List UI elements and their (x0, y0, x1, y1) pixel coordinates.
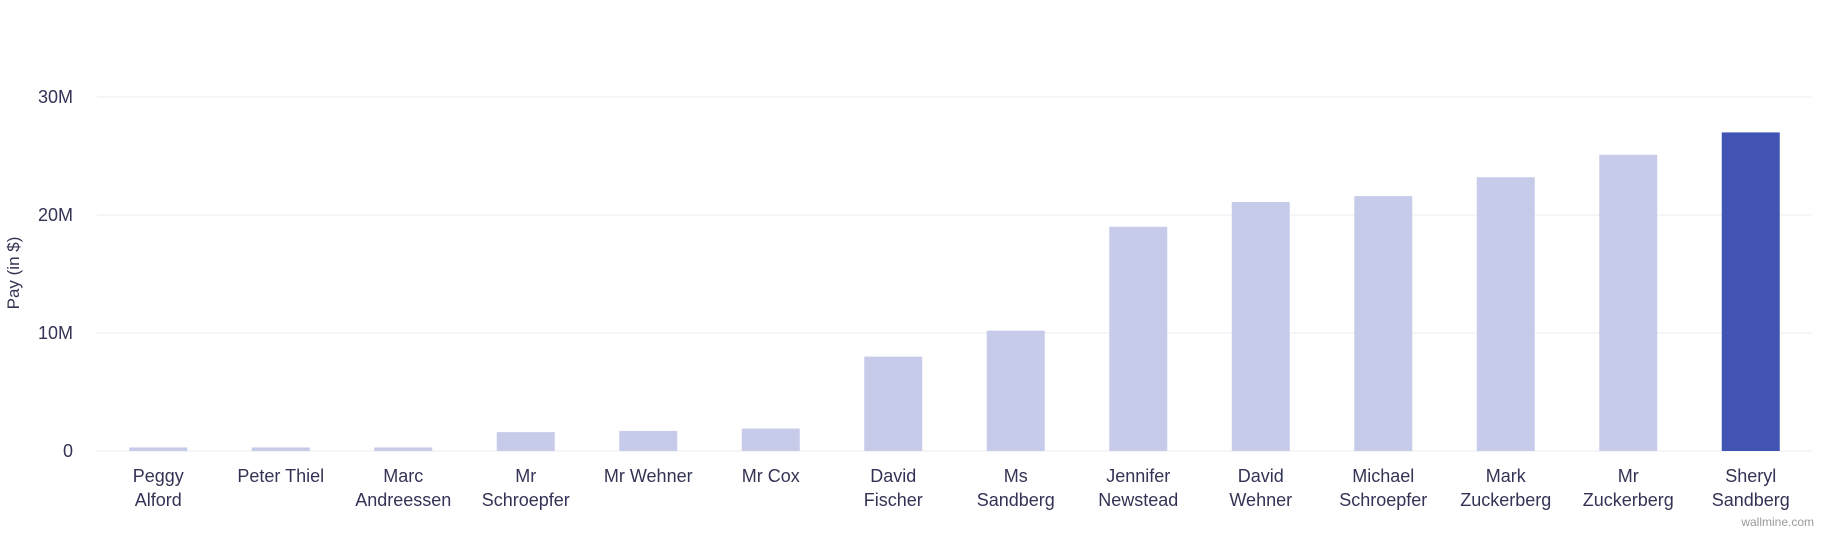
x-category-label: Jennifer Newstead (1098, 466, 1178, 510)
x-category-label-line: Jennifer (1106, 466, 1170, 486)
x-category-label: Peggy Alford (133, 466, 184, 510)
x-category-label: Mr Zuckerberg (1583, 466, 1674, 510)
x-category-label-line: Sandberg (1712, 490, 1790, 510)
x-category-label-line: Peggy (133, 466, 184, 486)
bar[interactable] (129, 447, 188, 451)
x-category-label-line: David (1238, 466, 1284, 486)
gridlines (97, 96, 1812, 452)
bar[interactable] (1354, 196, 1413, 451)
x-category-label: Mr Wehner (604, 466, 693, 486)
bar[interactable] (1109, 226, 1168, 451)
x-category-label-line: Michael (1352, 466, 1414, 486)
x-category-label-line: Mr Wehner (604, 466, 693, 486)
x-category-label-line: Mr (515, 466, 536, 486)
x-category-label-line: Zuckerberg (1460, 490, 1551, 510)
bar[interactable] (619, 430, 678, 451)
x-category-label-line: Ms (1004, 466, 1028, 486)
x-category-label: Peter Thiel (237, 466, 324, 486)
x-category-label-line: Alford (135, 490, 182, 510)
x-category-label: Ms Sandberg (977, 466, 1055, 510)
x-category-label-line: Zuckerberg (1583, 490, 1674, 510)
x-category-label-line: Sandberg (977, 490, 1055, 510)
x-category-label-line: Wehner (1229, 490, 1292, 510)
x-category-label: David Fischer (864, 466, 923, 510)
x-category-label: Michael Schroepfer (1339, 466, 1427, 510)
x-category-label: Mark Zuckerberg (1460, 466, 1551, 510)
x-category-label-line: Mr Cox (742, 466, 800, 486)
x-category-label: David Wehner (1229, 466, 1292, 510)
bar[interactable] (1599, 154, 1658, 451)
x-category-label-line: Schroepfer (482, 490, 570, 510)
bar[interactable] (496, 432, 555, 451)
x-category-label: Mr Schroepfer (482, 466, 570, 510)
bar[interactable] (1721, 132, 1780, 451)
x-category-label: Mr Cox (742, 466, 800, 486)
x-category-label-line: Newstead (1098, 490, 1178, 510)
x-category-label-line: Mark (1486, 466, 1527, 486)
bars (129, 132, 1780, 452)
y-tick-label: 30M (38, 87, 73, 107)
y-axis-ticks: 0 10M 20M 30M (38, 87, 73, 461)
credit-label: wallmine.com (1740, 515, 1814, 529)
x-category-label-line: Sheryl (1725, 466, 1776, 486)
bar[interactable] (864, 356, 923, 451)
x-category-label-line: Mr (1618, 466, 1639, 486)
x-category-label-line: Peter Thiel (237, 466, 324, 486)
bar[interactable] (986, 330, 1045, 451)
x-category-label: Sheryl Sandberg (1712, 466, 1790, 510)
bar[interactable] (1476, 177, 1535, 452)
bar[interactable] (741, 428, 800, 451)
x-axis-labels: Peggy Alford Peter Thiel Marc Andreessen Mr Sc… (133, 466, 1790, 510)
x-category-label-line: Andreessen (355, 490, 451, 510)
bar[interactable] (1231, 202, 1290, 451)
y-tick-label: 0 (63, 441, 73, 461)
x-category-label-line: Schroepfer (1339, 490, 1427, 510)
y-axis-title: Pay (in $) (4, 237, 23, 310)
bar[interactable] (374, 447, 433, 451)
y-tick-label: 10M (38, 323, 73, 343)
x-category-label-line: Marc (383, 466, 423, 486)
x-category-label: Marc Andreessen (355, 466, 451, 510)
bar[interactable] (251, 447, 310, 451)
x-category-label-line: David (870, 466, 916, 486)
y-tick-label: 20M (38, 205, 73, 225)
x-category-label-line: Fischer (864, 490, 923, 510)
